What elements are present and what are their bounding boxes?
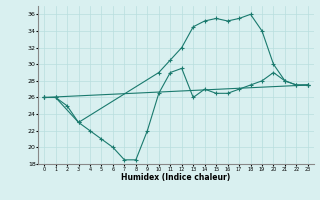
- X-axis label: Humidex (Indice chaleur): Humidex (Indice chaleur): [121, 173, 231, 182]
